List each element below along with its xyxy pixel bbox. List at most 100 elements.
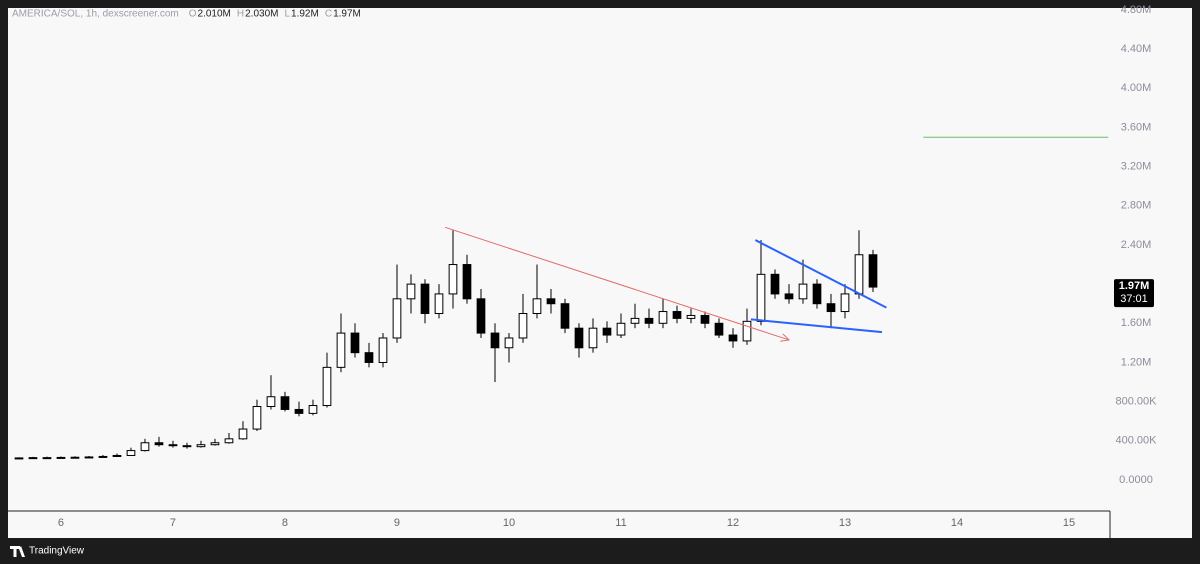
candle-body xyxy=(196,444,206,448)
candle-body xyxy=(532,298,542,315)
ohlc-legend: O 2.010M H 2.030M L 1.92M C 1.97M xyxy=(189,9,361,20)
legend-value: 1.97M xyxy=(333,9,361,20)
candle-body xyxy=(112,454,122,457)
candle-body xyxy=(560,303,570,329)
candle-body xyxy=(490,332,500,349)
candle-body xyxy=(406,283,416,300)
candle-body xyxy=(378,337,388,363)
legend-key: L xyxy=(284,9,290,20)
y-tick-label: 3.60M xyxy=(1121,121,1152,133)
candle-body xyxy=(336,332,346,368)
legend-key: O xyxy=(189,9,197,20)
x-tick-label: 8 xyxy=(282,517,288,529)
y-tick-label: 0.0000 xyxy=(1119,474,1153,486)
candle-body xyxy=(742,320,752,342)
candle-body xyxy=(518,313,528,339)
y-tick-label: 2.80M xyxy=(1121,200,1152,212)
chart-title: AMERICA/SOL, 1h, dexscreener.com xyxy=(12,9,179,20)
y-tick-label: 1.60M xyxy=(1121,317,1152,329)
y-tick-label: 800.00K xyxy=(1116,396,1158,408)
price-badge-countdown: 37:01 xyxy=(1120,293,1148,305)
candle-body xyxy=(462,264,472,300)
candle-body xyxy=(182,445,192,448)
candle-body xyxy=(644,317,654,324)
candle-body xyxy=(700,314,710,324)
y-tick-label: 4.40M xyxy=(1121,43,1152,55)
legend-value: 2.010M xyxy=(198,9,231,20)
candle-body xyxy=(756,273,766,322)
candle-body xyxy=(826,303,836,313)
candle-body xyxy=(294,408,304,414)
candle-body xyxy=(434,293,444,315)
candle-body xyxy=(154,442,164,446)
candle-body xyxy=(70,456,80,459)
candle-body xyxy=(602,327,612,336)
x-tick-label: 12 xyxy=(727,517,739,529)
x-tick-label: 14 xyxy=(951,517,963,529)
candle-body xyxy=(714,322,724,336)
candle-body xyxy=(868,254,878,288)
candle-body xyxy=(224,438,234,444)
y-tick-label: 3.20M xyxy=(1121,161,1152,173)
x-tick-label: 13 xyxy=(839,517,851,529)
candle-body xyxy=(728,334,738,342)
y-tick-label: 1.20M xyxy=(1121,356,1152,368)
candle-body xyxy=(42,457,52,460)
candle-body xyxy=(574,327,584,349)
candle-body xyxy=(364,352,374,363)
candle-body xyxy=(798,283,808,300)
candle-body xyxy=(812,283,822,305)
y-tick-label: 4.00M xyxy=(1121,82,1152,94)
footer xyxy=(0,538,1200,564)
candle-body xyxy=(392,298,402,339)
x-tick-label: 10 xyxy=(503,517,515,529)
candle-body xyxy=(252,406,262,430)
candle-body xyxy=(28,457,38,460)
candle-body xyxy=(630,317,640,324)
legend-key: C xyxy=(325,9,332,20)
candle-body xyxy=(686,314,696,319)
candle-body xyxy=(616,322,626,336)
candle-body xyxy=(168,444,178,447)
candle-body xyxy=(658,311,668,324)
candle-body xyxy=(840,293,850,313)
candle-body xyxy=(308,405,318,414)
brand-logo xyxy=(10,546,25,557)
candle-body xyxy=(546,298,556,305)
trend-line xyxy=(754,239,887,309)
x-tick-label: 7 xyxy=(170,517,176,529)
candle-body xyxy=(448,264,458,295)
brand: TradingView xyxy=(29,546,85,557)
candle-body xyxy=(784,293,794,300)
x-tick-label: 15 xyxy=(1063,517,1075,529)
candle-body xyxy=(210,442,220,446)
candle-body xyxy=(266,396,276,408)
candle-body xyxy=(322,366,332,407)
candle-body xyxy=(14,457,24,460)
candle-body xyxy=(140,442,150,452)
legend-value: 2.030M xyxy=(245,9,278,20)
x-tick-label: 9 xyxy=(394,517,400,529)
x-tick-label: 6 xyxy=(58,517,64,529)
y-tick-label: 4.80M xyxy=(1121,4,1152,16)
x-tick-label: 11 xyxy=(615,517,626,529)
legend-key: H xyxy=(237,9,244,20)
candle-body xyxy=(672,311,682,319)
y-tick-label: 400.00K xyxy=(1116,435,1158,447)
candle-body xyxy=(770,273,780,295)
candle-body xyxy=(588,327,598,349)
candle-body xyxy=(84,456,94,459)
trend-line xyxy=(750,318,883,334)
candle-body xyxy=(238,428,248,440)
candle-body xyxy=(280,396,290,410)
candle-body xyxy=(98,455,108,458)
y-tick-label: 2.40M xyxy=(1121,239,1152,251)
candle-body xyxy=(126,450,136,456)
candle-body xyxy=(504,337,514,349)
candle-body xyxy=(476,298,486,334)
candle-body xyxy=(420,283,430,315)
chart-background xyxy=(8,8,1192,538)
legend-value: 1.92M xyxy=(291,9,319,20)
